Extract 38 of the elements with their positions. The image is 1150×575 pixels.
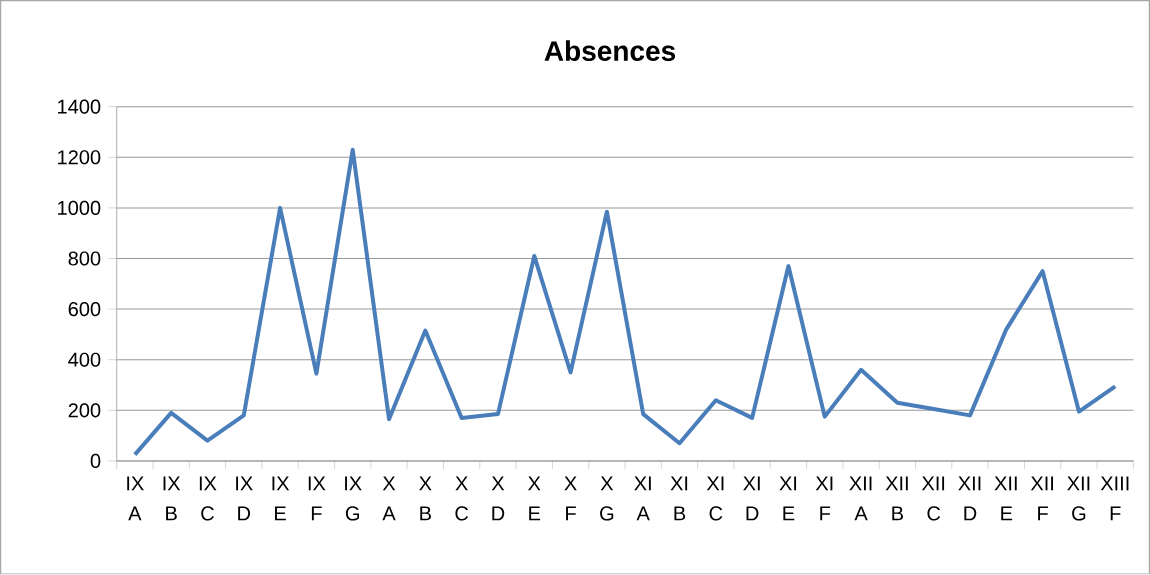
x-tick-label: IX D [236,476,253,521]
x-tick-label: X C [455,476,469,521]
x-tick-label: XII G [1067,476,1090,521]
x-tick-label: X A [382,476,396,521]
x-tick-label: IX C [199,476,217,521]
x-tick-label: XI C [706,476,724,521]
x-tick-label: XII D [958,476,981,521]
x-tick-label: X F [564,476,577,521]
x-tick-label: IX B [163,476,181,521]
y-tick-label: 600 [68,302,101,317]
y-tick-label: 1400 [58,99,101,114]
x-tick-label: IX E [272,476,290,521]
x-tick-label: X D [491,476,505,521]
x-tick-label: X B [419,476,432,521]
x-tick-label: X G [600,476,614,521]
x-tick-label: XI D [743,476,760,521]
x-tick-label: XI E [779,476,797,521]
x-tick-label: XI F [815,476,833,521]
y-tick-label: 0 [90,454,101,469]
y-tick-label: 1000 [58,201,101,216]
x-tick-label: XII C [921,476,945,521]
x-tick-label: X E [528,476,541,521]
x-tick-label: XII B [885,476,908,521]
x-tick-label: IX G [345,476,362,521]
line-series [132,147,1118,457]
x-tick-label: XII E [994,476,1017,521]
x-tick-label: IX F [308,476,326,521]
x-tick-label: XIII F [1100,476,1129,521]
y-tick-label: 1200 [58,150,101,165]
x-tick-label: XII F [1030,476,1053,521]
y-tick-label: 400 [68,352,101,367]
x-tick-label: XI A [634,476,651,521]
x-tick-label: XI B [670,476,688,521]
x-tick-label: XII A [849,476,872,521]
y-tick-label: 200 [68,403,101,418]
x-tick-label: IX A [127,476,144,521]
y-tick-label: 800 [68,251,101,266]
chart-title: Absences [544,40,676,62]
